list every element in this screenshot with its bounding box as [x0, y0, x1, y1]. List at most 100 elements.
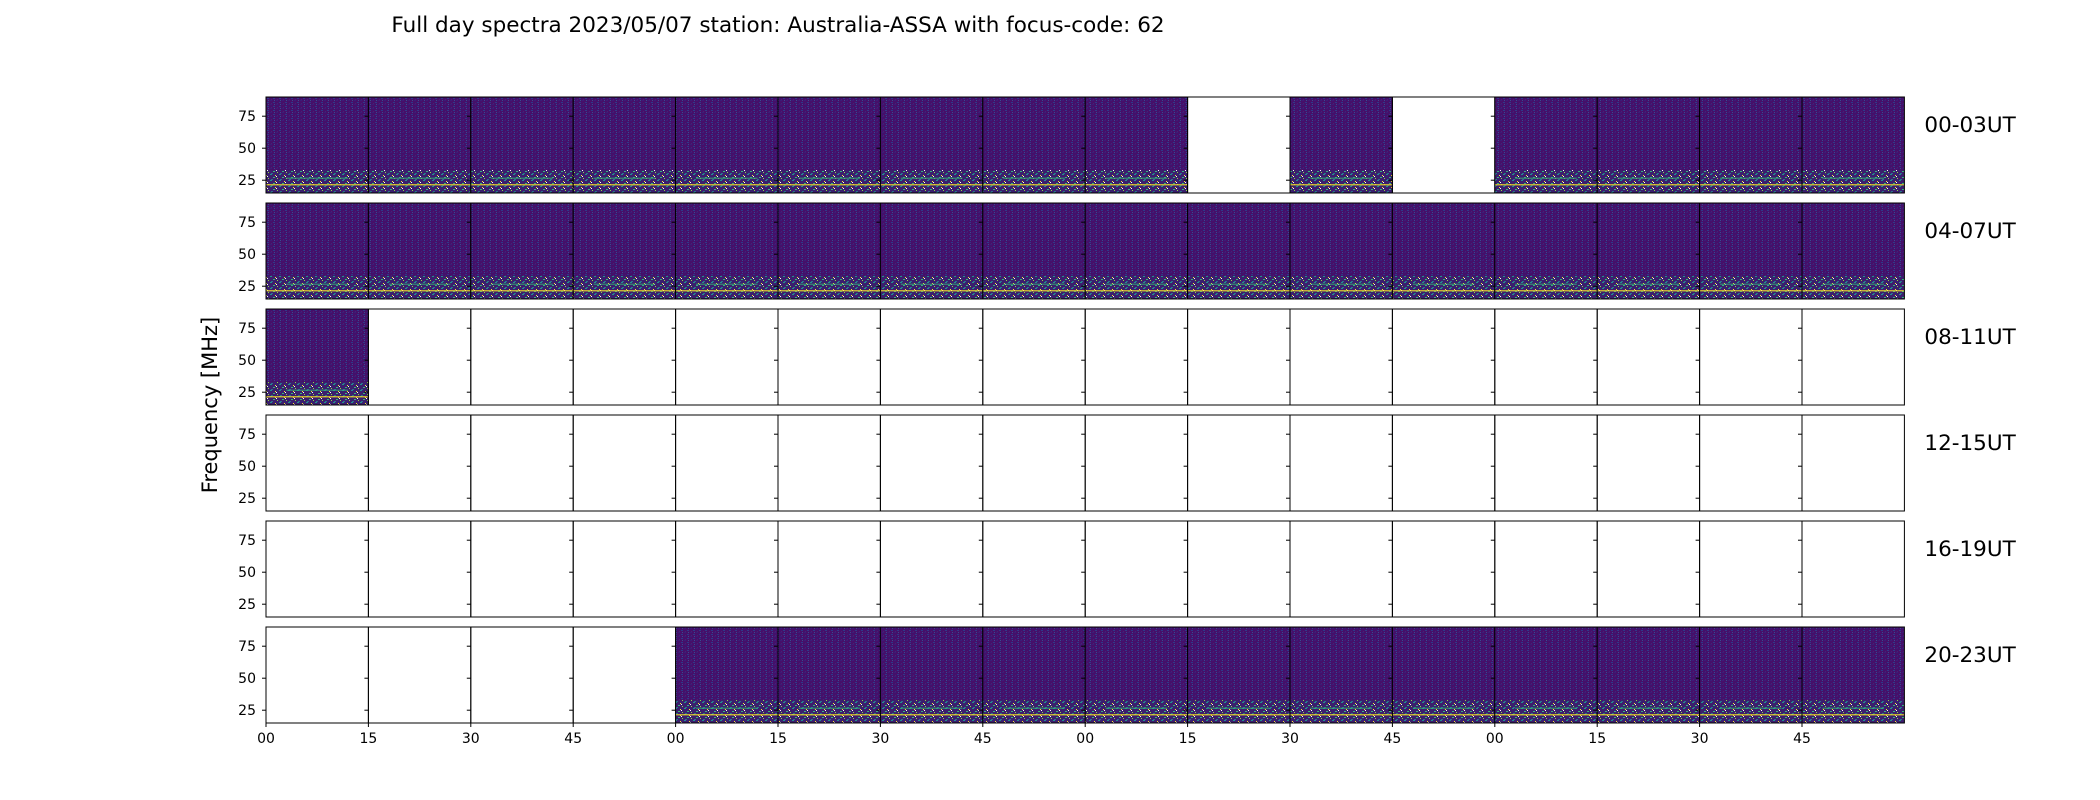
row-label: 00-03UT: [1924, 113, 2016, 138]
x-tick-label: 00: [257, 731, 275, 747]
x-tick-label: 00: [1486, 731, 1504, 747]
panel-frame: [572, 520, 677, 618]
spectrum-panel: [1286, 308, 1393, 406]
rfi-line: [1208, 707, 1270, 709]
panel-frame: [1699, 520, 1803, 618]
y-tick-label: 75: [238, 109, 256, 125]
spectrum-panel: [671, 414, 779, 512]
panel-frame: [675, 308, 779, 406]
y-tick-label: 50: [238, 565, 256, 581]
spectrum-panel: [774, 626, 881, 724]
rfi-line: [368, 184, 471, 186]
spectrum-panel: [1183, 414, 1291, 512]
rfi-line: [880, 184, 983, 186]
panel-frame: [367, 414, 472, 512]
spectrum-panel: [1388, 308, 1496, 406]
spectrum-panel: [1593, 96, 1701, 194]
rfi-band: [266, 275, 369, 299]
rfi-line: [900, 283, 963, 285]
spectrum-panel: [1798, 626, 1905, 724]
rfi-line: [388, 283, 451, 285]
spectrum-panel: [1798, 520, 1905, 618]
rfi-line: [1085, 290, 1188, 292]
spectrum-panel: [1286, 96, 1393, 194]
spectrum-panel: [1286, 202, 1393, 300]
rfi-line: [1085, 184, 1188, 186]
panel-frame: [982, 414, 1086, 512]
spectrum-panel: [466, 96, 574, 194]
rfi-band: [1290, 699, 1393, 723]
rfi-line: [491, 177, 553, 179]
panel-frame: [1084, 308, 1189, 406]
x-tick-label: 15: [1588, 731, 1606, 747]
spectrum-panel: [569, 520, 677, 618]
spectrum-panel: [978, 202, 1086, 300]
rfi-band: [368, 169, 471, 193]
spectrum-panel: [262, 202, 369, 300]
spectrum-panel: [1081, 308, 1189, 406]
panel-frame: [675, 414, 779, 512]
spectrum-panel: [1388, 520, 1496, 618]
rfi-line: [1494, 714, 1598, 716]
rfi-line: [798, 177, 860, 179]
spectrum-panel: [1593, 414, 1701, 512]
y-tick-label: 75: [238, 533, 256, 549]
rfi-line: [900, 177, 963, 179]
row-12-15UT: 25 50 75 12-15UT: [238, 414, 2017, 512]
spectrum-panel: [1593, 520, 1701, 618]
panel-frame: [982, 520, 1086, 618]
panel-frame: [879, 414, 984, 512]
rfi-line: [1085, 714, 1188, 716]
panel-frame: [1187, 96, 1291, 194]
rfi-line: [368, 290, 471, 292]
panel-frame: [1699, 308, 1803, 406]
spectrum-panel: [1798, 308, 1905, 406]
y-tick-label: 75: [238, 215, 256, 231]
rfi-line: [1597, 714, 1700, 716]
rfi-line: [696, 177, 758, 179]
rfi-line: [266, 396, 369, 398]
rfi-line: [1392, 290, 1495, 292]
row-label: 04-07UT: [1924, 219, 2016, 244]
panel-frame: [1699, 414, 1803, 512]
panel-frame: [470, 520, 574, 618]
panel-frame: [1596, 308, 1701, 406]
panel-frame: [572, 414, 677, 512]
rfi-line: [1617, 707, 1680, 709]
panel-frame: [1801, 202, 1905, 300]
row-label: 16-19UT: [1924, 537, 2016, 562]
rfi-line: [470, 290, 574, 292]
x-tick-label: 30: [871, 731, 889, 747]
rfi-line: [696, 707, 758, 709]
y-tick-label: 25: [238, 173, 256, 189]
spectrum-panel: [364, 308, 472, 406]
row-label: 08-11UT: [1924, 325, 2016, 350]
y-tick-label: 50: [238, 459, 256, 475]
spectrum-panel: [1286, 520, 1393, 618]
y-tick-label: 50: [238, 353, 256, 369]
rfi-band: [1085, 275, 1188, 299]
spectrum-panel: [1183, 202, 1291, 300]
rfi-band: [982, 169, 1086, 193]
spectrum-panel: [1183, 626, 1291, 724]
rfi-line: [982, 184, 1086, 186]
panel-frame: [1801, 626, 1905, 724]
rfi-line: [1802, 290, 1905, 292]
panel-frame: [470, 308, 574, 406]
spectrum-panel: [978, 520, 1086, 618]
spectrum-panel: [262, 308, 369, 406]
rfi-line: [778, 290, 881, 292]
rfi-band: [1392, 275, 1495, 299]
rfi-line: [1802, 184, 1905, 186]
x-tick-label: 00: [1076, 731, 1094, 747]
panel-frame: [1391, 96, 1496, 194]
rfi-line: [573, 184, 676, 186]
panel-frame: [777, 414, 881, 512]
x-tick-label: 45: [1793, 731, 1811, 747]
spectrum-panel: [364, 202, 472, 300]
panel-frame: [1494, 308, 1598, 406]
rfi-line: [1617, 177, 1680, 179]
rfi-line: [1720, 707, 1782, 709]
rfi-line: [1494, 290, 1598, 292]
spectrum-panel: [774, 308, 881, 406]
